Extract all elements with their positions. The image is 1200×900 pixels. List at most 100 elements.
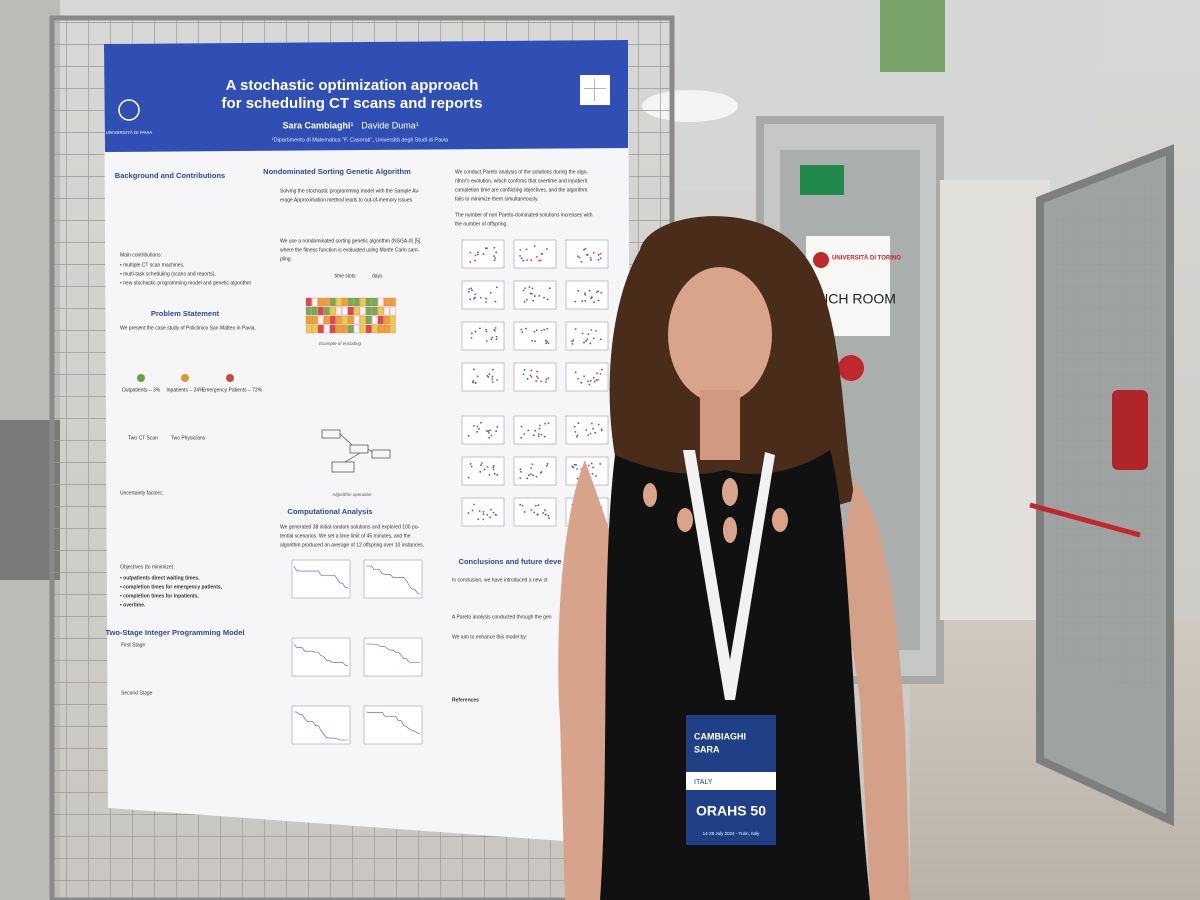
- plot-dot: [546, 298, 549, 301]
- grid-cell: [377, 324, 384, 334]
- plot-dot: [599, 252, 602, 255]
- plot-dot: [491, 381, 494, 383]
- plot-dot: [596, 372, 599, 375]
- plot-dot: [467, 434, 470, 437]
- text-line: In conclusion, we have introduced a new …: [452, 577, 548, 583]
- plot-dot: [539, 259, 542, 262]
- plot-dot: [535, 475, 538, 478]
- plot-frame: [461, 415, 505, 445]
- plot-dot: [492, 511, 495, 514]
- plot-dot: [496, 473, 499, 476]
- plot-dot: [476, 375, 479, 378]
- section-heading: Problem Statement: [151, 309, 220, 318]
- plot-dot: [572, 339, 575, 342]
- plot-dot: [530, 259, 533, 262]
- grid-cell: [377, 315, 384, 325]
- text-line: Solving the stochastic programming model…: [280, 188, 420, 194]
- plot-frame: [461, 362, 505, 392]
- text-line: Uncertainty factors:: [120, 490, 163, 496]
- poster-title: for scheduling CT scans and reports: [222, 95, 483, 112]
- plot-dot: [467, 476, 470, 479]
- plot-dot: [587, 380, 589, 383]
- grid-cell: [377, 306, 384, 316]
- diagram-label: time slots: [334, 273, 356, 279]
- plot-dot: [522, 289, 525, 292]
- text-line: the number of offspring.: [455, 221, 508, 227]
- text-line: erage Approximation method leads to out-…: [280, 197, 413, 203]
- plot-dot: [532, 434, 535, 437]
- text-line: fails to minimize them simultaneously.: [455, 196, 539, 202]
- plot-dot: [546, 340, 549, 343]
- plot-dot: [534, 429, 537, 432]
- affiliation: ¹Dipartimento di Matematica "F. Casorati…: [272, 137, 449, 143]
- poster-header: [104, 40, 628, 152]
- plot-dot: [591, 296, 593, 299]
- cutout: [677, 508, 693, 532]
- plot-dot: [491, 375, 494, 378]
- plot-dot: [592, 251, 595, 254]
- plot-dot: [590, 422, 593, 425]
- grid-cell: [365, 324, 372, 334]
- grid-cell: [335, 324, 342, 334]
- plot-dot: [521, 504, 524, 507]
- plot-dot: [520, 328, 523, 331]
- plot-dot: [592, 376, 595, 379]
- grid-cell: [371, 324, 378, 334]
- plot-dot: [530, 509, 533, 511]
- grid-cell: [365, 297, 372, 307]
- grid-cell: [359, 324, 366, 334]
- grid-cell: [335, 315, 342, 325]
- plot-dot: [575, 435, 578, 438]
- text-line: Objectives (to minimize):: [120, 564, 175, 570]
- plot-dot: [482, 510, 485, 513]
- plot-dot: [519, 254, 521, 257]
- plot-dot: [490, 338, 493, 341]
- plot-dot: [467, 512, 470, 514]
- plot-dot: [478, 428, 480, 430]
- plot-dot: [576, 434, 579, 437]
- plot-dot: [521, 331, 524, 334]
- exit-sign: [800, 165, 844, 195]
- grid-cell: [353, 315, 360, 325]
- grid-cell: [329, 315, 336, 325]
- grid-cell: [317, 324, 324, 334]
- plot-frame: [291, 637, 351, 677]
- plot-dot: [533, 330, 536, 333]
- text-line: • overtime.: [120, 602, 146, 608]
- plot-dot: [474, 330, 477, 333]
- plot-dot: [490, 508, 492, 511]
- plot-line: [293, 565, 348, 588]
- grid-cell: [383, 306, 390, 316]
- plot-dot: [548, 517, 550, 520]
- door-mesh: [1055, 175, 1160, 700]
- plot-dot: [526, 299, 528, 301]
- plot-dot: [590, 259, 592, 261]
- plot-dot: [599, 373, 602, 375]
- grid-cell: [311, 315, 318, 325]
- plot-dot: [592, 337, 595, 340]
- grid-cell: [383, 297, 390, 307]
- plot-dot: [473, 424, 475, 427]
- plot-dot: [583, 375, 586, 378]
- plot-dot: [581, 300, 584, 303]
- grid-cell: [323, 315, 330, 325]
- grid-cell: [371, 315, 378, 325]
- plot-dot: [474, 382, 477, 385]
- grid-cell: [353, 306, 360, 316]
- grid-cell: [347, 306, 354, 316]
- person: CAMBIAGHI SARA ITALY ORAHS 50 14-28 July…: [558, 216, 910, 900]
- plot-dot: [529, 374, 532, 377]
- plot-frame: [565, 362, 609, 392]
- grid-cell: [353, 297, 360, 307]
- caption: Algorithm operation: [331, 492, 372, 497]
- grid-cell: [383, 315, 390, 325]
- plot-dot: [469, 261, 472, 263]
- plot-dot: [494, 257, 497, 260]
- plot-dot: [573, 425, 576, 428]
- text-line: We present the case study of Policlinico…: [120, 325, 256, 331]
- plot-dot: [547, 342, 550, 345]
- plot-dot: [571, 340, 573, 343]
- plot-dot: [530, 376, 533, 378]
- text-line: The number of non Pareto-dominated solut…: [455, 212, 593, 218]
